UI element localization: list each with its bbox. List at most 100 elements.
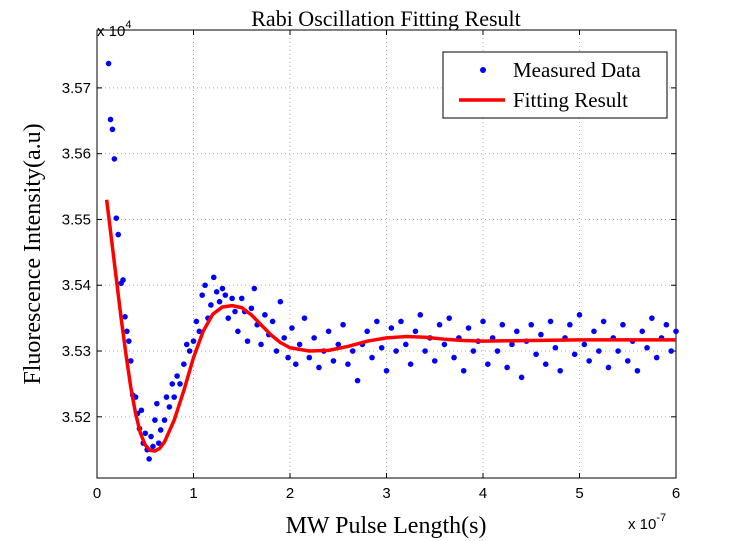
data-point bbox=[571, 351, 578, 358]
data-point bbox=[518, 374, 525, 381]
data-point bbox=[213, 289, 220, 295]
y-multiplier-base: x 10 bbox=[97, 23, 125, 40]
data-point bbox=[138, 407, 145, 414]
data-point bbox=[649, 315, 655, 321]
y-tick-label: 3.56 bbox=[62, 146, 91, 163]
data-point bbox=[465, 325, 472, 331]
data-point bbox=[451, 354, 457, 361]
data-point bbox=[620, 321, 626, 328]
data-point bbox=[148, 433, 154, 440]
data-point bbox=[441, 341, 448, 348]
data-point bbox=[122, 314, 128, 320]
data-point bbox=[289, 325, 295, 331]
data-point bbox=[113, 215, 120, 221]
data-point bbox=[567, 321, 573, 328]
x-tick-label: 6 bbox=[672, 485, 680, 502]
data-point bbox=[330, 358, 337, 364]
data-point bbox=[311, 335, 317, 341]
data-point bbox=[345, 361, 351, 367]
data-point bbox=[146, 456, 152, 462]
data-point bbox=[393, 348, 399, 354]
y-tick-label: 3.54 bbox=[62, 277, 91, 294]
x-multiplier-base: x 10 bbox=[628, 516, 656, 533]
data-point bbox=[190, 338, 197, 344]
data-point bbox=[229, 295, 235, 302]
data-point bbox=[202, 282, 208, 289]
data-point bbox=[161, 417, 168, 423]
data-point bbox=[186, 348, 193, 354]
data-point bbox=[624, 358, 631, 364]
data-point bbox=[269, 318, 276, 325]
y-multiplier-exp: 4 bbox=[125, 19, 131, 31]
data-point bbox=[644, 344, 650, 351]
y-tick-label: 3.52 bbox=[62, 409, 91, 426]
data-point bbox=[258, 341, 264, 348]
x-multiplier-exp: -7 bbox=[656, 512, 666, 524]
x-tick-label: 1 bbox=[189, 485, 197, 502]
data-point bbox=[485, 361, 491, 367]
x-multiplier: x 10-7 bbox=[628, 512, 666, 533]
data-point bbox=[238, 295, 245, 302]
data-point bbox=[166, 404, 173, 410]
data-point bbox=[354, 377, 361, 384]
data-point bbox=[364, 328, 371, 335]
data-point bbox=[504, 364, 510, 371]
x-tick-label: 2 bbox=[286, 485, 294, 502]
data-point bbox=[107, 116, 114, 123]
data-point bbox=[109, 126, 116, 133]
x-axis-label: MW Pulse Length(s) bbox=[286, 513, 487, 539]
data-point bbox=[154, 400, 160, 407]
data-point bbox=[407, 361, 414, 367]
data-point bbox=[296, 341, 303, 348]
data-point bbox=[557, 367, 563, 374]
data-point bbox=[111, 156, 118, 162]
legend-box bbox=[442, 51, 668, 119]
y-tick-label: 3.55 bbox=[62, 211, 91, 228]
data-point bbox=[127, 358, 134, 364]
data-point bbox=[273, 348, 280, 354]
data-point bbox=[639, 328, 646, 335]
data-point bbox=[653, 354, 660, 361]
data-point bbox=[115, 231, 122, 238]
data-point bbox=[552, 344, 559, 351]
data-point bbox=[340, 321, 346, 328]
x-tick-label: 3 bbox=[382, 485, 390, 502]
data-point bbox=[177, 381, 183, 387]
data-point bbox=[120, 277, 126, 283]
data-point bbox=[605, 364, 612, 371]
data-point bbox=[374, 318, 380, 325]
data-point bbox=[528, 321, 535, 328]
data-point bbox=[262, 312, 268, 318]
data-point bbox=[171, 394, 177, 400]
data-point bbox=[388, 325, 395, 331]
data-point bbox=[673, 328, 679, 335]
x-tick-label: 4 bbox=[479, 485, 487, 502]
y-tick-label: 3.57 bbox=[62, 80, 91, 97]
y-multiplier: x 104 bbox=[97, 19, 131, 40]
data-point bbox=[169, 381, 176, 387]
data-point bbox=[663, 321, 670, 328]
data-point bbox=[277, 298, 284, 305]
data-point bbox=[547, 318, 554, 325]
data-point bbox=[494, 348, 501, 354]
data-point bbox=[208, 302, 214, 308]
data-point bbox=[412, 328, 419, 335]
data-point bbox=[248, 305, 255, 312]
data-point bbox=[222, 292, 229, 298]
data-point bbox=[480, 318, 486, 325]
axes-box bbox=[96, 29, 677, 479]
data-point bbox=[316, 364, 322, 371]
x-tick-label: 5 bbox=[575, 485, 583, 502]
data-point bbox=[349, 348, 356, 354]
data-point bbox=[586, 358, 592, 364]
legend-label: Fitting Result bbox=[513, 88, 628, 112]
y-axis-label: Fluorescence Intensity(a.u) bbox=[20, 123, 46, 384]
data-point bbox=[460, 367, 467, 374]
data-point bbox=[244, 338, 251, 344]
data-point bbox=[600, 318, 607, 325]
data-point bbox=[225, 315, 232, 321]
data-point bbox=[174, 373, 180, 379]
chart-title: Rabi Oscillation Fitting Result bbox=[251, 6, 521, 31]
data-point bbox=[292, 361, 299, 367]
data-point bbox=[446, 315, 453, 321]
